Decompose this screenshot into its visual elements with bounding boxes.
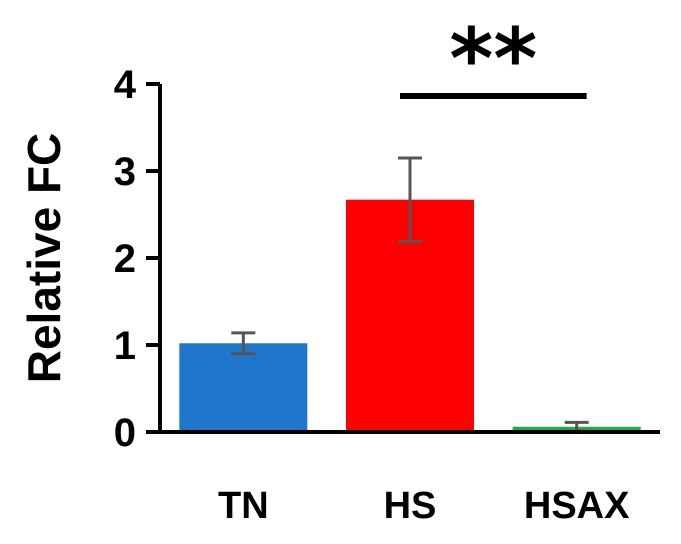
y-tick-label: 3 <box>114 150 136 194</box>
x-category-label: HSAX <box>524 485 630 527</box>
y-tick-label: 0 <box>114 411 136 455</box>
significance-stars: ** <box>449 10 537 108</box>
y-axis-label: Relative FC <box>18 133 70 384</box>
x-category-label: HS <box>384 485 437 527</box>
y-axis-ticks: 0 1 2 3 4 <box>114 63 160 455</box>
y-tick-label: 2 <box>114 237 136 281</box>
bar-tn <box>179 343 308 432</box>
x-category-label: TN <box>218 485 269 527</box>
y-tick-label: 4 <box>114 63 137 107</box>
x-axis-categories: TN HS HSAX <box>218 485 630 527</box>
axes <box>158 84 660 434</box>
y-tick-label: 1 <box>114 324 136 368</box>
significance-annotation: ** <box>400 10 587 108</box>
